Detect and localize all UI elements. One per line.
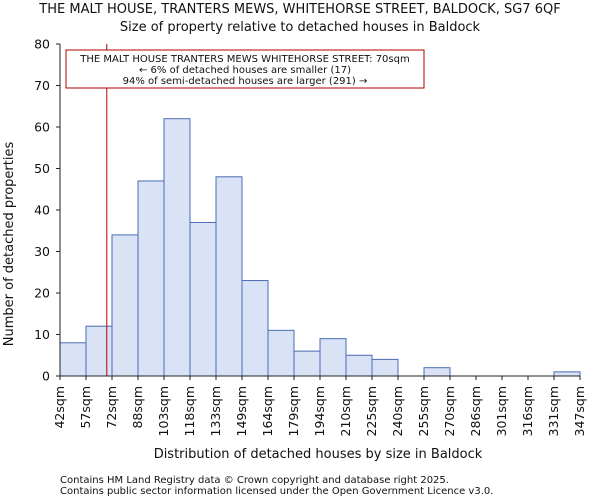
y-tick-label: 70 — [34, 78, 50, 93]
y-tick-label: 0 — [42, 369, 50, 384]
bar-118sqm — [189, 221, 217, 377]
annotation-box: THE MALT HOUSE TRANTERS MEWS WHITEHORSE … — [65, 49, 425, 89]
y-tick-label: 60 — [34, 120, 50, 135]
y-tick-label: 10 — [34, 327, 50, 342]
x-tick-label: 194sqm — [312, 386, 327, 436]
x-tick-label: 347sqm — [572, 386, 587, 436]
x-tick-label: 240sqm — [390, 386, 405, 436]
x-tick-label: 270sqm — [442, 386, 457, 436]
x-tick-label: 179sqm — [286, 386, 301, 436]
x-tick-label: 164sqm — [260, 386, 275, 436]
bar-210sqm — [345, 354, 373, 377]
x-tick-label: 301sqm — [494, 386, 509, 436]
x-tick-label: 149sqm — [234, 386, 249, 436]
x-tick-label: 316sqm — [520, 386, 535, 436]
annotation-line-3: 94% of semi-detached houses are larger (… — [123, 76, 368, 87]
y-tick-label: 50 — [34, 161, 50, 176]
bar-164sqm — [267, 329, 295, 377]
annotation-border — [65, 49, 425, 89]
x-tick-label: 57sqm — [78, 386, 93, 429]
x-tick-label: 88sqm — [130, 386, 145, 429]
chart-title: THE MALT HOUSE, TRANTERS MEWS, WHITEHORS… — [38, 2, 560, 17]
bar-149sqm — [241, 280, 269, 377]
x-tick-label: 255sqm — [416, 386, 431, 436]
footer-line-1: Contains HM Land Registry data © Crown c… — [60, 475, 449, 486]
bar-88sqm — [137, 180, 165, 377]
bar-194sqm — [319, 338, 347, 377]
x-axis-label: Distribution of detached houses by size … — [154, 447, 483, 462]
x-tick-label: 133sqm — [208, 386, 223, 436]
bar-103sqm — [163, 118, 191, 377]
y-tick-label: 80 — [34, 37, 50, 52]
bar-133sqm — [215, 176, 243, 377]
x-tick-label: 72sqm — [104, 386, 119, 429]
annotation-line-2: ← 6% of detached houses are smaller (17) — [139, 65, 351, 76]
x-tick-label: 225sqm — [364, 386, 379, 436]
y-tick-label: 40 — [34, 203, 50, 218]
y-tick-label: 30 — [34, 244, 50, 259]
bar-179sqm — [293, 350, 321, 377]
axes-group: 0 10 20 30 40 50 60 70 80 42sqm 57sqm 72sqm 88sqm 10… — [34, 37, 587, 437]
x-tick-label: 118sqm — [182, 386, 197, 436]
x-tick-label: 331sqm — [546, 386, 561, 436]
bars-group — [59, 118, 581, 377]
y-tick-label: 20 — [34, 286, 50, 301]
bar-331sqm — [553, 371, 581, 377]
footer-line-2: Contains public sector information licen… — [60, 486, 493, 497]
x-tick-label: 103sqm — [156, 386, 171, 436]
bar-225sqm — [371, 358, 399, 377]
chart-subtitle: Size of property relative to detached ho… — [120, 20, 481, 35]
bar-255sqm — [423, 367, 451, 377]
x-tick-label: 42sqm — [52, 386, 67, 429]
y-axis-label: Number of detached properties — [2, 142, 17, 347]
x-tick-label: 210sqm — [338, 386, 353, 436]
bar-42sqm — [59, 342, 87, 377]
bar-72sqm — [111, 234, 139, 377]
y-ticks: 0 10 20 30 40 50 60 70 80 — [34, 37, 60, 384]
bar-57sqm — [85, 325, 113, 377]
x-ticks: 42sqm 57sqm 72sqm 88sqm 103sqm 118sqm 133sqm 14… — [52, 376, 587, 436]
x-tick-label: 286sqm — [468, 386, 483, 436]
annotation-line-1: THE MALT HOUSE TRANTERS MEWS WHITEHORSE … — [79, 54, 409, 65]
